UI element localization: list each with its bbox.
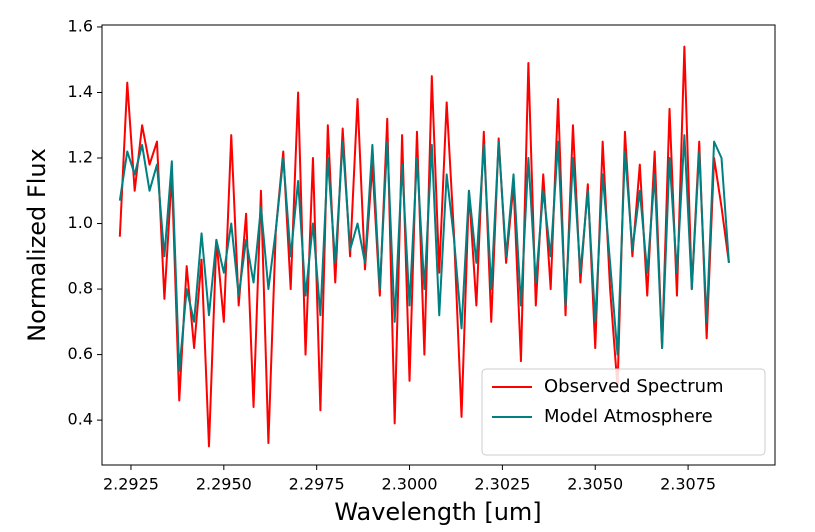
- y-axis-label: Normalized Flux: [23, 148, 51, 342]
- y-tick-label: 0.8: [68, 279, 93, 298]
- y-tick-label: 0.6: [68, 344, 93, 363]
- y-tick-label: 1.0: [68, 213, 93, 232]
- x-axis-label: Wavelength [um]: [334, 498, 541, 526]
- x-tick-label: 2.2950: [196, 475, 252, 494]
- x-tick-label: 2.3025: [474, 475, 530, 494]
- y-tick-label: 1.4: [68, 82, 93, 101]
- plot-area: [101, 24, 776, 466]
- series-line: [118, 134, 730, 372]
- x-tick-label: 2.3075: [660, 475, 716, 494]
- legend-label: Observed Spectrum: [544, 376, 724, 397]
- y-tick-label: 0.4: [68, 410, 93, 429]
- x-tick-label: 2.2925: [103, 475, 159, 494]
- x-tick-label: 2.2975: [289, 475, 345, 494]
- legend-label: Model Atmosphere: [544, 406, 713, 427]
- x-tick-label: 2.3000: [382, 475, 438, 494]
- x-tick-label: 2.3050: [567, 475, 623, 494]
- legend-box: [481, 368, 766, 456]
- y-tick-label: 1.6: [68, 16, 93, 35]
- y-tick-label: 1.2: [68, 148, 93, 167]
